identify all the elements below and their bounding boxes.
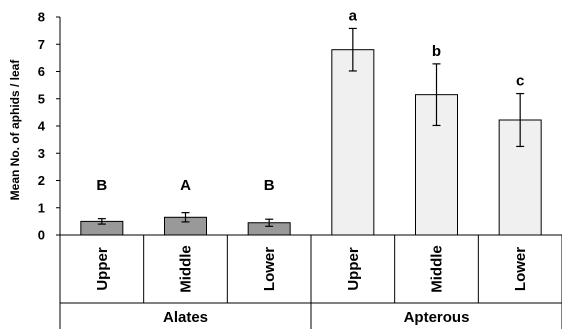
- y-tick-label: 1: [38, 200, 45, 215]
- significance-label: b: [432, 43, 441, 60]
- y-tick-label: 2: [38, 173, 45, 188]
- y-axis: 0 1 2 3 4 5 6 7 8: [38, 10, 61, 243]
- group-label: Apterous: [404, 309, 470, 326]
- y-tick-label: 6: [38, 64, 45, 79]
- y-tick-label: 5: [38, 91, 45, 106]
- category-label: Upper: [345, 247, 362, 291]
- category-label: Middle: [178, 245, 195, 293]
- significance-label: B: [96, 177, 107, 194]
- significance-label: a: [349, 7, 358, 24]
- y-tick-label: 4: [38, 119, 46, 134]
- y-tick-label: 8: [38, 10, 45, 25]
- y-axis-title: Mean No. of aphids / leaf: [8, 59, 22, 201]
- y-tick-label: 3: [38, 146, 45, 161]
- category-label: Middle: [429, 245, 446, 293]
- y-tick-label: 0: [38, 228, 45, 243]
- x-axis: Upper Middle Lower Alates Upper Middle Lower Ap…: [59, 234, 562, 329]
- y-tick-label: 7: [38, 37, 45, 52]
- significance-label: c: [516, 73, 524, 90]
- category-label: Upper: [94, 247, 111, 291]
- group-label: Alates: [163, 309, 208, 326]
- significance-label: B: [264, 177, 275, 194]
- category-label: Lower: [512, 247, 529, 291]
- bars: B A Ba b c: [80, 7, 542, 236]
- category-label: Lower: [261, 247, 278, 291]
- bar: [331, 49, 375, 236]
- significance-label: A: [180, 177, 191, 194]
